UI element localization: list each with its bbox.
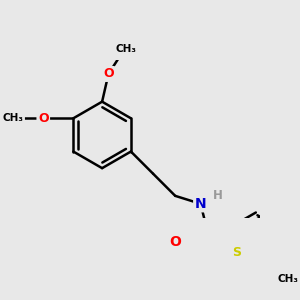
Text: N: N xyxy=(195,197,206,211)
Text: CH₃: CH₃ xyxy=(278,274,299,284)
Text: O: O xyxy=(103,68,114,80)
Text: CH₃: CH₃ xyxy=(3,113,24,123)
Text: O: O xyxy=(38,112,49,125)
Text: O: O xyxy=(169,235,181,249)
Text: H: H xyxy=(213,189,223,203)
Text: S: S xyxy=(232,246,241,259)
Text: CH₃: CH₃ xyxy=(116,44,136,54)
